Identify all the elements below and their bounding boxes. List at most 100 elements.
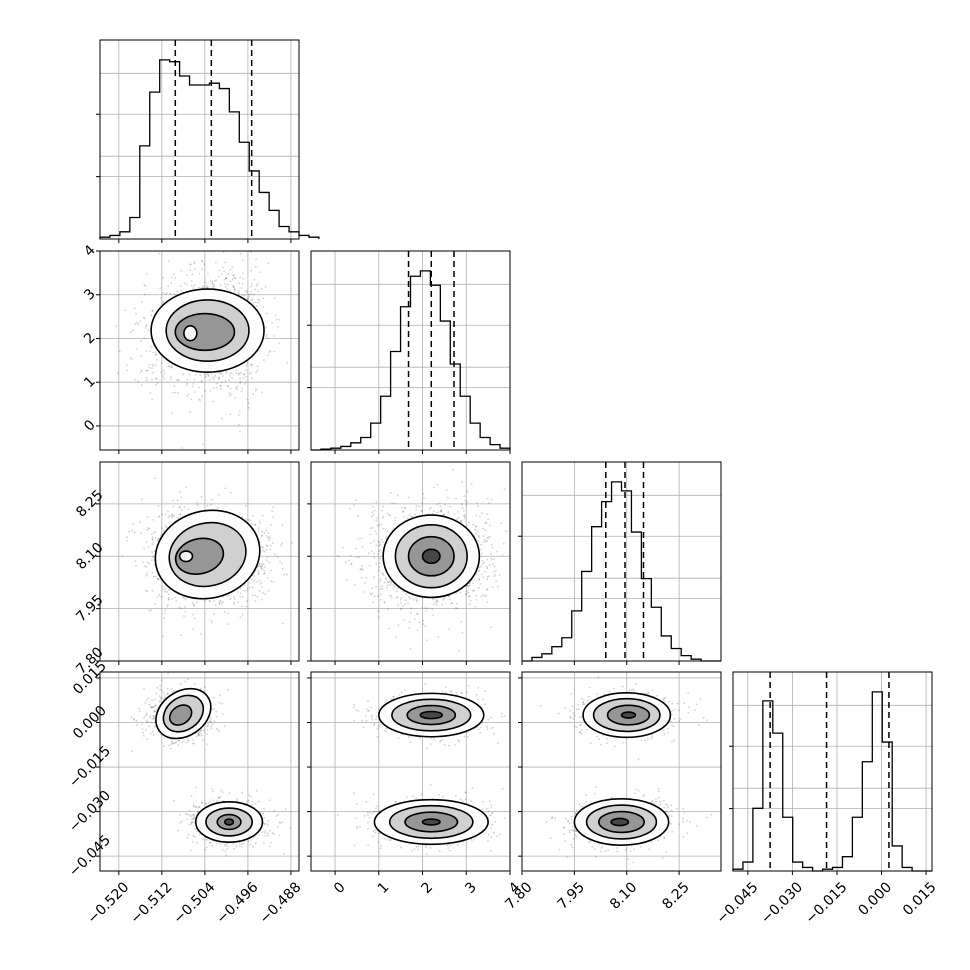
sample-point (388, 514, 391, 516)
sample-point (161, 585, 164, 588)
sample-point (462, 509, 465, 512)
sample-point (213, 376, 216, 378)
sample-point (465, 590, 468, 593)
sample-point (482, 527, 485, 530)
sample-point (449, 505, 451, 508)
sample-point (121, 555, 124, 558)
sample-point (444, 503, 447, 506)
grid (733, 672, 932, 871)
sample-point (253, 575, 256, 577)
sample-point (436, 503, 438, 506)
sample-point (254, 524, 256, 526)
sample-point (350, 563, 353, 565)
sample-point (237, 208, 239, 210)
sample-point (169, 292, 172, 295)
histogram-panel-3: −0.045−0.030−0.015 0.000 0.015 (714, 671, 940, 927)
sample-point (152, 365, 155, 367)
sample-point (172, 499, 174, 502)
sample-point (256, 581, 259, 583)
sample-point (291, 542, 294, 544)
sample-point (151, 310, 154, 312)
hist-grid (518, 535, 721, 600)
sample-point (413, 618, 416, 620)
sample-point (213, 708, 216, 710)
sample-point (224, 380, 227, 382)
sample-point (216, 382, 219, 385)
sample-point (407, 602, 409, 605)
sample-point (154, 698, 156, 701)
sample-point (171, 514, 173, 517)
sample-point (486, 588, 489, 591)
sample-point (239, 587, 242, 589)
sample-point (134, 378, 137, 381)
sample-point (278, 319, 281, 321)
sample-point (171, 741, 174, 744)
sample-point (146, 379, 149, 382)
sample-point (256, 283, 259, 286)
sample-point (371, 587, 374, 589)
sample-point (406, 517, 409, 519)
sample-point (484, 529, 487, 532)
sample-point (475, 514, 478, 517)
sample-point (422, 623, 425, 626)
sample-point (185, 384, 188, 387)
sample-point (456, 511, 459, 513)
sample-point (279, 560, 281, 563)
sample-point (145, 324, 148, 327)
sample-point (246, 600, 248, 602)
sample-point (355, 499, 358, 501)
sample-point (150, 706, 152, 709)
sample-point (252, 393, 255, 395)
sample-point (159, 701, 161, 703)
sample-point (188, 814, 191, 816)
sample-point (146, 561, 149, 563)
sample-point (218, 730, 221, 733)
sample-point (178, 506, 181, 509)
sample-point (380, 593, 382, 596)
sample-point (151, 309, 154, 312)
sample-point (410, 607, 413, 610)
sample-point (479, 583, 482, 585)
sample-point (453, 513, 456, 515)
sample-point (244, 381, 247, 384)
sample-point (175, 599, 178, 602)
sample-point (150, 559, 153, 561)
sample-point (173, 689, 175, 692)
sample-point (379, 543, 382, 546)
sample-point (265, 559, 268, 562)
sample-point (192, 287, 195, 290)
sample-point (261, 534, 264, 537)
sample-point (403, 619, 406, 621)
sample-point (164, 525, 167, 528)
sample-point (150, 314, 153, 317)
sample-point (404, 507, 407, 510)
sample-point (128, 530, 131, 533)
sample-point (271, 542, 274, 544)
sample-point (258, 563, 261, 566)
sample-point (236, 798, 238, 800)
sample-point (396, 590, 398, 593)
sample-point (260, 581, 263, 584)
sample-point (472, 582, 474, 585)
sample-point (147, 366, 150, 369)
sample-point (151, 533, 153, 536)
sample-point (153, 718, 155, 720)
sample-point (477, 539, 480, 542)
sample-point (461, 507, 464, 510)
sample-point (456, 518, 458, 520)
sample-point (255, 284, 258, 287)
sample-point (254, 265, 257, 268)
sample-point (483, 538, 486, 541)
sample-point (450, 602, 453, 604)
sample-point (459, 591, 462, 594)
sample-point (245, 375, 248, 378)
sample-point (262, 549, 265, 552)
sample-point (348, 559, 350, 562)
sample-point (193, 742, 196, 745)
sample-point (225, 277, 227, 279)
sample-point (466, 501, 469, 504)
sample-point (476, 530, 479, 532)
sample-point (416, 599, 418, 601)
sample-point (144, 702, 147, 704)
sample-point (241, 605, 244, 608)
